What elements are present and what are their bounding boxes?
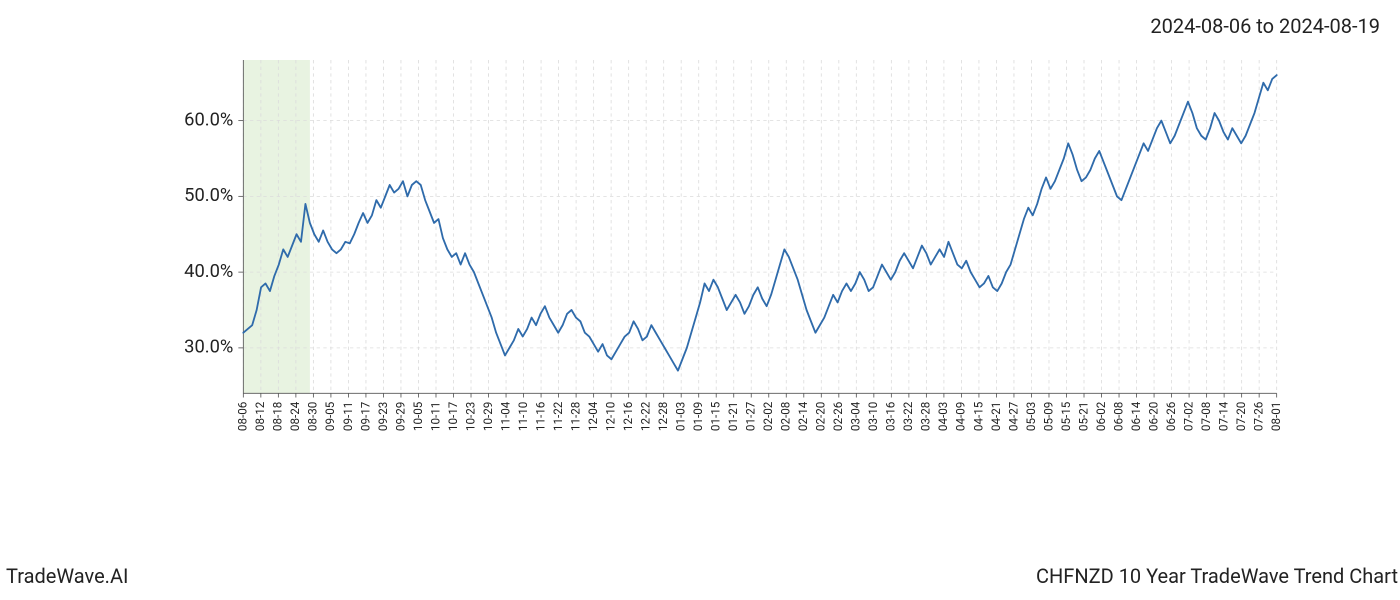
x-tick-label: 03-16	[884, 402, 898, 431]
x-tick-label: 04-27	[1006, 401, 1020, 431]
x-tick-label: 09-05	[323, 401, 337, 431]
x-tick-label: 06-02	[1094, 401, 1108, 431]
x-tick-label: 11-28	[568, 402, 582, 431]
x-tick-label: 12-16	[621, 402, 635, 431]
x-tick-label: 05-09	[1041, 402, 1055, 431]
x-tick-label: 08-06	[236, 402, 250, 431]
x-tick-label: 01-15	[709, 401, 723, 431]
x-tick-label: 09-11	[341, 402, 355, 431]
x-tick-label: 01-21	[726, 402, 740, 431]
y-tick-label: 60.0%	[184, 109, 233, 130]
x-tick-label: 06-20	[1146, 402, 1160, 431]
x-tick-label: 09-23	[376, 402, 390, 431]
x-tick-label: 10-17	[446, 401, 460, 431]
chart-title-label: CHFNZD 10 Year TradeWave Trend Chart	[1036, 564, 1398, 588]
x-tick-label: 11-10	[516, 402, 530, 431]
x-tick-label: 04-21	[989, 402, 1003, 431]
x-tick-label: 05-03	[1024, 402, 1038, 431]
x-tick-label: 03-22	[901, 401, 915, 431]
x-tick-label: 01-09	[691, 402, 705, 431]
x-tick-label: 02-20	[814, 402, 828, 431]
x-tick-label: 03-04	[849, 401, 863, 431]
x-tick-label: 08-01	[1269, 402, 1283, 431]
x-tick-label: 01-27	[744, 401, 758, 431]
trend-line	[243, 75, 1276, 370]
brand-label: TradeWave.AI	[6, 564, 128, 588]
x-tick-label: 03-10	[866, 402, 880, 431]
x-tick-label: 09-17	[358, 401, 372, 431]
x-tick-label: 08-30	[306, 402, 320, 431]
x-tick-label: 04-09	[954, 402, 968, 431]
highlight-band	[243, 60, 310, 393]
x-tick-label: 07-02	[1181, 401, 1195, 431]
x-tick-label: 10-23	[463, 402, 477, 431]
x-tick-label: 06-26	[1164, 402, 1178, 431]
x-tick-label: 07-26	[1251, 402, 1265, 431]
x-tick-label: 09-29	[393, 402, 407, 431]
x-tick-label: 05-15	[1059, 401, 1073, 431]
x-tick-label: 07-14	[1216, 401, 1230, 431]
trend-chart: 30.0% 40.0% 50.0% 60.0% 08-0608-12 08-1808-24…	[140, 60, 1380, 460]
x-tick-label: 01-03	[674, 402, 688, 431]
y-tick-label: 40.0%	[184, 261, 233, 282]
x-tick-label: 11-04	[498, 401, 512, 431]
x-tick-label: 08-18	[271, 402, 285, 431]
x-tick-label: 12-10	[603, 402, 617, 431]
x-tick-label: 02-26	[831, 402, 845, 431]
x-tick-label: 07-08	[1199, 402, 1213, 431]
x-tick-label: 10-29	[481, 402, 495, 431]
x-tick-label: 04-03	[936, 402, 950, 431]
x-tick-label: 05-21	[1076, 402, 1090, 431]
date-range-label: 2024-08-06 to 2024-08-19	[1150, 14, 1380, 38]
x-tick-label: 06-14	[1129, 401, 1143, 431]
x-tick-label: 10-05	[411, 401, 425, 431]
x-tick-label: 11-22	[551, 401, 565, 431]
x-tick-label: 12-04	[586, 401, 600, 431]
x-tick-label: 03-28	[919, 402, 933, 431]
x-tick-label: 12-22	[638, 401, 652, 431]
x-tick-label: 04-15	[971, 401, 985, 431]
x-tick-label: 11-16	[533, 402, 547, 431]
x-tick-label: 08-24	[288, 401, 302, 431]
x-tick-label: 02-14	[796, 401, 810, 431]
x-tick-label: 06-08	[1111, 402, 1125, 431]
x-tick-label: 10-11	[428, 402, 442, 431]
x-tick-label: 02-02	[761, 401, 775, 431]
x-tick-label: 02-08	[779, 402, 793, 431]
y-tick-label: 50.0%	[184, 185, 233, 206]
x-tick-label: 07-20	[1234, 402, 1248, 431]
y-tick-label: 30.0%	[184, 337, 233, 358]
x-tick-label: 08-12	[253, 401, 267, 431]
x-tick-label: 12-28	[656, 402, 670, 431]
